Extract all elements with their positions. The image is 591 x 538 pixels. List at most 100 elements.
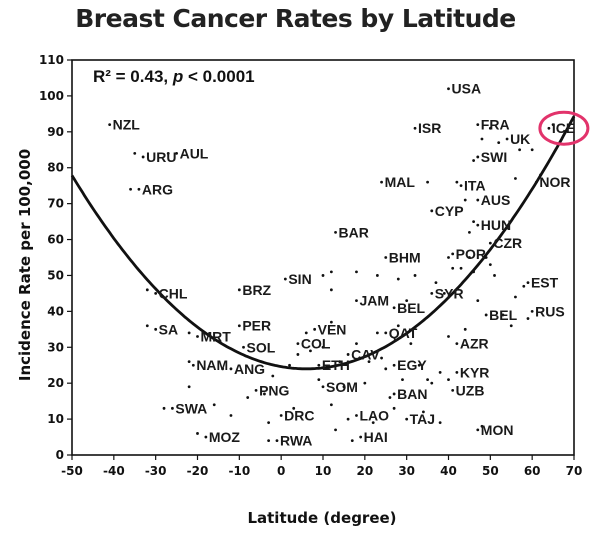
data-point	[413, 126, 417, 130]
y-tick-label: 50	[47, 268, 64, 282]
data-point	[342, 385, 346, 389]
data-point	[426, 378, 429, 381]
data-point	[488, 263, 492, 267]
point-label: AUS	[481, 192, 511, 208]
point-label: ITA	[464, 178, 486, 194]
x-tick-label: -20	[187, 464, 209, 478]
data-point	[367, 360, 371, 364]
data-point	[292, 406, 296, 410]
data-point	[380, 356, 383, 360]
data-point	[309, 349, 312, 353]
data-point	[329, 288, 333, 292]
data-point	[145, 288, 149, 292]
data-point	[422, 410, 425, 414]
data-point	[447, 87, 450, 91]
data-point	[338, 360, 342, 364]
data-point	[455, 180, 459, 184]
data-point	[212, 403, 216, 407]
point-label: MRT	[201, 329, 232, 345]
data-point	[229, 414, 233, 417]
data-point	[371, 421, 375, 425]
data-point	[438, 371, 442, 374]
data-point	[375, 331, 379, 335]
x-axis-title: Latitude (degree)	[247, 509, 396, 527]
point-label: NAM	[196, 357, 228, 373]
point-label: BHM	[389, 250, 421, 266]
x-tick-label: -30	[145, 464, 167, 478]
data-point	[405, 299, 409, 302]
point-label: VEN	[318, 321, 347, 337]
data-point	[321, 274, 325, 277]
stat-r2: R² = 0.43,	[93, 67, 173, 86]
point-label: BRZ	[242, 282, 271, 298]
point-label: ETH	[322, 357, 350, 373]
data-point	[329, 270, 333, 274]
data-point	[551, 123, 555, 127]
data-point	[451, 252, 455, 256]
data-point	[476, 223, 480, 227]
point-label: CZR	[493, 235, 522, 251]
data-point	[468, 230, 471, 234]
data-point	[426, 180, 429, 184]
x-tick-label: 40	[440, 464, 457, 478]
stat-annotation: R² = 0.43, p < 0.0001	[93, 67, 255, 86]
point-label: UK	[510, 131, 530, 147]
data-point	[196, 432, 199, 435]
data-point	[108, 123, 112, 127]
data-point	[304, 331, 308, 335]
data-point	[392, 392, 396, 396]
data-point	[463, 198, 467, 202]
data-point	[384, 331, 388, 335]
fit-curve	[70, 115, 576, 371]
point-label: PNG	[259, 382, 289, 398]
data-point	[355, 342, 358, 346]
point-label: UZB	[456, 382, 485, 398]
data-point	[275, 439, 279, 443]
point-label: QAT	[389, 325, 418, 341]
data-point	[191, 363, 195, 367]
data-point	[375, 274, 379, 277]
point-label: HAI	[364, 429, 388, 445]
point-label: MOZ	[209, 429, 241, 445]
y-tick-label: 90	[47, 125, 64, 139]
data-point	[413, 274, 417, 277]
data-point	[417, 363, 421, 367]
data-point	[530, 309, 534, 313]
point-label: RWA	[280, 433, 312, 449]
highlight-circle	[538, 110, 590, 146]
data-point	[246, 396, 250, 399]
data-point	[459, 184, 463, 188]
x-tick-label: 30	[398, 464, 415, 478]
data-point	[204, 435, 208, 439]
y-tick-label: 40	[47, 304, 64, 318]
data-point	[476, 428, 480, 432]
point-label: BEL	[397, 300, 425, 316]
stat-p: p	[172, 67, 183, 86]
data-point	[296, 353, 300, 356]
x-tick-label: -50	[61, 464, 83, 478]
data-point	[221, 367, 225, 371]
axis-ticks: -50 -40 -30 -20 -10 0 10 20 30 40 50 60 70 0 10 20 30 40 5…	[39, 53, 582, 478]
data-point	[459, 266, 463, 270]
data-point	[476, 155, 480, 159]
y-tick-label: 10	[47, 412, 64, 426]
point-label: SIN	[288, 271, 311, 287]
point-label: JAM	[359, 293, 389, 309]
point-label: USA	[452, 81, 482, 97]
data-point	[166, 151, 170, 155]
data-point	[329, 403, 333, 407]
data-point	[171, 406, 174, 410]
data-point	[187, 331, 191, 335]
data-point	[334, 428, 337, 432]
data-point	[196, 335, 199, 338]
data-point	[472, 159, 475, 162]
point-label: KYR	[460, 364, 490, 380]
point-label: CHL	[159, 285, 188, 301]
data-point	[526, 281, 530, 285]
data-point	[279, 414, 283, 417]
y-tick-label: 100	[39, 89, 64, 103]
data-point	[137, 187, 141, 191]
stat-rest: < 0.0001	[183, 67, 254, 86]
data-point	[334, 230, 337, 234]
